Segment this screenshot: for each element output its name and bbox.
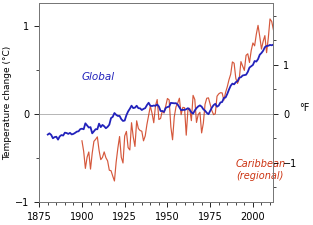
Y-axis label: °F: °F	[299, 103, 310, 113]
Text: Global: Global	[82, 72, 115, 82]
Text: Caribbean
(regional): Caribbean (regional)	[236, 160, 286, 181]
Y-axis label: Temperature change (°C): Temperature change (°C)	[3, 45, 13, 160]
